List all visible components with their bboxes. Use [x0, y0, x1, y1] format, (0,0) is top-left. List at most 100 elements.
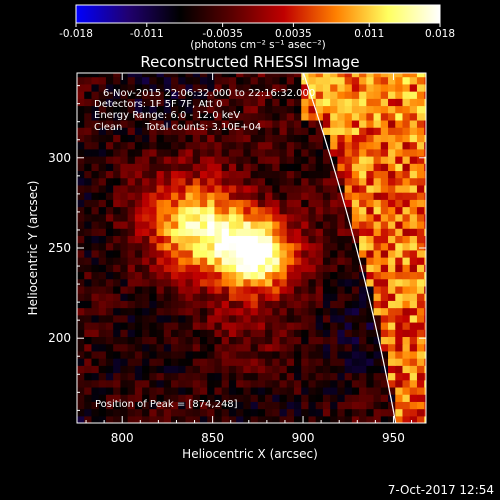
- heatmap-cell: [279, 300, 288, 309]
- heatmap-cell: [272, 350, 281, 359]
- heatmap-cell: [359, 329, 367, 338]
- heatmap-cell: [272, 177, 281, 186]
- heatmap-cell: [142, 321, 150, 330]
- heatmap-cell: [380, 408, 389, 417]
- heatmap-cell: [380, 105, 389, 114]
- heatmap-cell: [286, 91, 295, 99]
- heatmap-cell: [120, 105, 129, 114]
- heatmap-cell: [409, 307, 418, 316]
- heatmap-cell: [293, 76, 302, 85]
- heatmap-cell: [301, 300, 310, 309]
- heatmap-cell: [424, 415, 426, 423]
- heatmap-cell: [416, 134, 425, 143]
- heatmap-cell: [84, 271, 93, 280]
- heatmap-cell: [91, 358, 100, 366]
- heatmap-cell: [250, 336, 259, 345]
- heatmap-cell: [344, 192, 353, 200]
- heatmap-cell: [192, 350, 201, 359]
- heatmap-cell: [91, 220, 100, 229]
- heatmap-cell: [257, 307, 266, 316]
- heatmap-cell: [315, 408, 324, 417]
- heatmap-cell: [402, 379, 411, 388]
- heatmap-cell: [359, 257, 367, 265]
- heatmap-cell: [293, 408, 302, 417]
- heatmap-cell: [424, 285, 426, 294]
- heatmap-cell: [127, 105, 136, 114]
- heatmap-cell: [84, 408, 93, 417]
- heatmap-cell: [199, 314, 208, 323]
- heatmap-cell: [221, 372, 230, 381]
- heatmap-cell: [322, 199, 331, 208]
- heatmap-cell: [207, 134, 216, 143]
- heatmap-cell: [113, 141, 121, 150]
- heatmap-cell: [388, 112, 396, 121]
- heatmap-cell: [105, 394, 114, 402]
- heatmap-cell: [409, 285, 418, 294]
- heatmap-cell: [221, 91, 230, 99]
- heatmap-cell: [322, 112, 331, 121]
- heatmap-cell: [221, 307, 230, 316]
- heatmap-cell: [134, 213, 143, 222]
- heatmap-cell: [171, 83, 179, 92]
- heatmap-cell: [163, 249, 172, 258]
- heatmap-cell: [272, 127, 281, 135]
- heatmap-cell: [272, 386, 281, 395]
- heatmap-cell: [293, 134, 302, 143]
- heatmap-cell: [171, 300, 179, 309]
- heatmap-cell: [156, 170, 165, 179]
- heatmap-cell: [199, 199, 208, 208]
- heatmap-cell: [359, 127, 367, 135]
- heatmap-cell: [127, 271, 136, 280]
- heatmap-cell: [250, 314, 259, 323]
- heatmap-cell: [214, 307, 223, 316]
- heatmap-cell: [98, 343, 107, 352]
- heatmap-cell: [77, 228, 85, 236]
- heatmap-cell: [351, 350, 360, 359]
- heatmap-cell: [214, 372, 223, 381]
- heatmap-cell: [388, 177, 396, 186]
- heatmap-cell: [388, 394, 396, 402]
- heatmap-cell: [91, 415, 100, 423]
- heatmap-cell: [98, 300, 107, 309]
- heatmap-cell: [337, 307, 346, 316]
- heatmap-cell: [337, 141, 346, 150]
- heatmap-cell: [315, 271, 324, 280]
- heatmap-cell: [214, 314, 223, 323]
- annotations: 6-Nov-2015 22:06:32.000 to 22:16:32.000 …: [94, 88, 315, 410]
- heatmap-cell: [185, 300, 194, 309]
- heatmap-cell: [301, 379, 310, 388]
- heatmap-cell: [395, 379, 404, 388]
- heatmap-cell: [171, 307, 179, 316]
- heatmap-cell: [322, 321, 331, 330]
- heatmap-cell: [149, 415, 158, 423]
- heatmap-cell: [337, 379, 346, 388]
- heatmap-cell: [250, 278, 259, 287]
- heatmap-cell: [98, 91, 107, 99]
- x-tick-label: 950: [382, 431, 405, 445]
- heatmap-cell: [84, 350, 93, 359]
- heatmap-cell: [388, 386, 396, 395]
- heatmap-cell: [171, 98, 179, 107]
- heatmap-cell: [142, 386, 150, 395]
- heatmap-cell: [199, 91, 208, 99]
- heatmap-cell: [214, 235, 223, 244]
- heatmap-cell: [91, 408, 100, 417]
- heatmap-cell: [236, 76, 244, 85]
- heatmap-cell: [409, 278, 418, 287]
- heatmap-cell: [388, 321, 396, 330]
- heatmap-cell: [134, 285, 143, 294]
- heatmap-cell: [286, 105, 295, 114]
- heatmap-cell: [192, 285, 201, 294]
- heatmap-cell: [395, 314, 404, 323]
- heatmap-cell: [359, 235, 367, 244]
- heatmap-cell: [308, 293, 317, 301]
- heatmap-cell: [77, 372, 85, 381]
- heatmap-cell: [120, 119, 129, 128]
- heatmap-cell: [178, 134, 187, 143]
- heatmap-cell: [98, 293, 107, 301]
- heatmap-cell: [388, 358, 396, 366]
- heatmap-cell: [315, 83, 324, 92]
- heatmap-cell: [178, 365, 187, 374]
- heatmap-cell: [380, 141, 389, 150]
- heatmap-cell: [409, 127, 418, 135]
